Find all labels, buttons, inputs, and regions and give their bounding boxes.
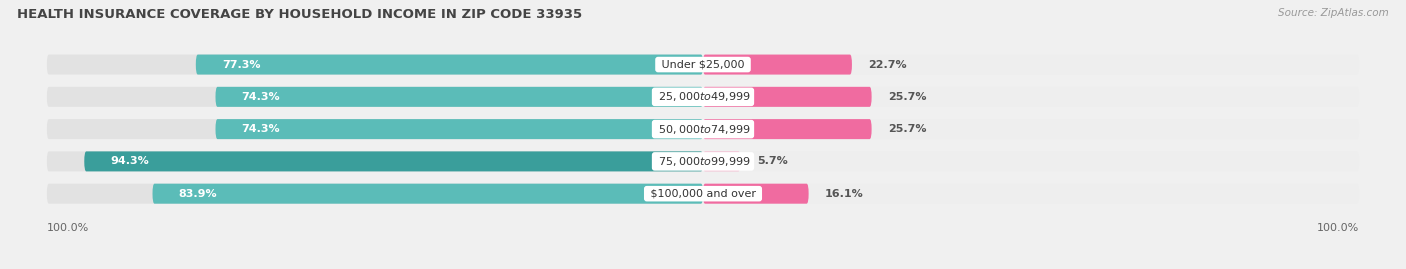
- Text: 100.0%: 100.0%: [46, 223, 89, 233]
- Text: $25,000 to $49,999: $25,000 to $49,999: [655, 90, 751, 103]
- FancyBboxPatch shape: [195, 55, 703, 75]
- Text: 25.7%: 25.7%: [889, 124, 927, 134]
- FancyBboxPatch shape: [703, 184, 1360, 204]
- Text: 94.3%: 94.3%: [111, 156, 149, 167]
- FancyBboxPatch shape: [703, 184, 808, 204]
- FancyBboxPatch shape: [46, 87, 703, 107]
- FancyBboxPatch shape: [84, 151, 703, 171]
- FancyBboxPatch shape: [703, 87, 872, 107]
- FancyBboxPatch shape: [703, 119, 1360, 139]
- FancyBboxPatch shape: [46, 151, 703, 171]
- Text: HEALTH INSURANCE COVERAGE BY HOUSEHOLD INCOME IN ZIP CODE 33935: HEALTH INSURANCE COVERAGE BY HOUSEHOLD I…: [17, 8, 582, 21]
- Text: Source: ZipAtlas.com: Source: ZipAtlas.com: [1278, 8, 1389, 18]
- FancyBboxPatch shape: [152, 184, 703, 204]
- Text: 74.3%: 74.3%: [242, 92, 280, 102]
- FancyBboxPatch shape: [215, 87, 703, 107]
- Text: 16.1%: 16.1%: [825, 189, 863, 199]
- Text: 83.9%: 83.9%: [179, 189, 218, 199]
- Text: Under $25,000: Under $25,000: [658, 59, 748, 70]
- Text: $50,000 to $74,999: $50,000 to $74,999: [655, 123, 751, 136]
- Text: 77.3%: 77.3%: [222, 59, 260, 70]
- Text: $100,000 and over: $100,000 and over: [647, 189, 759, 199]
- FancyBboxPatch shape: [46, 184, 703, 204]
- FancyBboxPatch shape: [703, 55, 1360, 75]
- Text: $75,000 to $99,999: $75,000 to $99,999: [655, 155, 751, 168]
- FancyBboxPatch shape: [46, 119, 703, 139]
- Text: 25.7%: 25.7%: [889, 92, 927, 102]
- FancyBboxPatch shape: [703, 55, 852, 75]
- Text: 22.7%: 22.7%: [869, 59, 907, 70]
- FancyBboxPatch shape: [703, 87, 1360, 107]
- Text: 5.7%: 5.7%: [756, 156, 787, 167]
- FancyBboxPatch shape: [703, 119, 872, 139]
- FancyBboxPatch shape: [703, 151, 1360, 171]
- FancyBboxPatch shape: [703, 151, 741, 171]
- FancyBboxPatch shape: [215, 119, 703, 139]
- FancyBboxPatch shape: [46, 55, 703, 75]
- Text: 74.3%: 74.3%: [242, 124, 280, 134]
- Text: 100.0%: 100.0%: [1317, 223, 1360, 233]
